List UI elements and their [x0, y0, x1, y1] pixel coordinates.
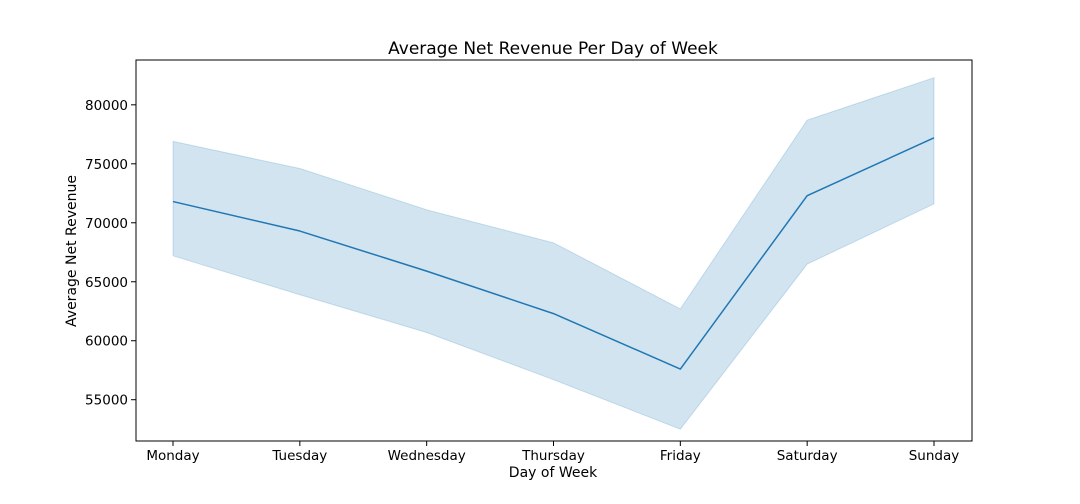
- confidence-band-0: [172, 76, 935, 430]
- x-tick-label: Thursday: [521, 448, 585, 464]
- data-point-thursday: [552, 312, 556, 316]
- chart-title: Average Net Revenue Per Day of Week: [388, 39, 718, 59]
- x-axis-title: Day of Week: [509, 465, 598, 481]
- y-tick-label: 80000: [85, 98, 128, 114]
- x-tick-label: Wednesday: [388, 448, 466, 464]
- x-tick-label: Friday: [660, 448, 701, 464]
- y-axis-title: Average Net Revenue: [64, 175, 80, 327]
- y-tick-label: 65000: [85, 275, 128, 291]
- x-tick-label: Tuesday: [271, 448, 327, 464]
- data-point-sunday: [932, 136, 936, 140]
- y-tick-label: 60000: [85, 334, 128, 350]
- data-point-tuesday: [298, 229, 302, 233]
- data-point-friday: [678, 367, 682, 371]
- y-tick-label: 75000: [85, 157, 128, 173]
- data-point-wednesday: [425, 269, 429, 273]
- x-tick-label: Sunday: [909, 448, 960, 464]
- x-tick-label: Monday: [146, 448, 199, 464]
- data-point-monday: [171, 200, 175, 204]
- y-tick-label: 55000: [85, 393, 128, 409]
- data-point-saturday: [805, 194, 809, 198]
- x-tick-label: Saturday: [777, 448, 838, 464]
- y-tick-label: 70000: [85, 216, 128, 232]
- series-line-0: [172, 137, 935, 370]
